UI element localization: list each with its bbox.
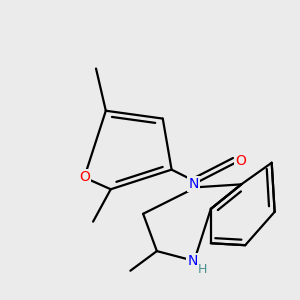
Text: O: O <box>235 154 246 168</box>
Text: N: N <box>189 177 199 191</box>
Text: N: N <box>188 254 198 268</box>
Text: H: H <box>198 263 207 276</box>
Text: O: O <box>79 170 90 184</box>
